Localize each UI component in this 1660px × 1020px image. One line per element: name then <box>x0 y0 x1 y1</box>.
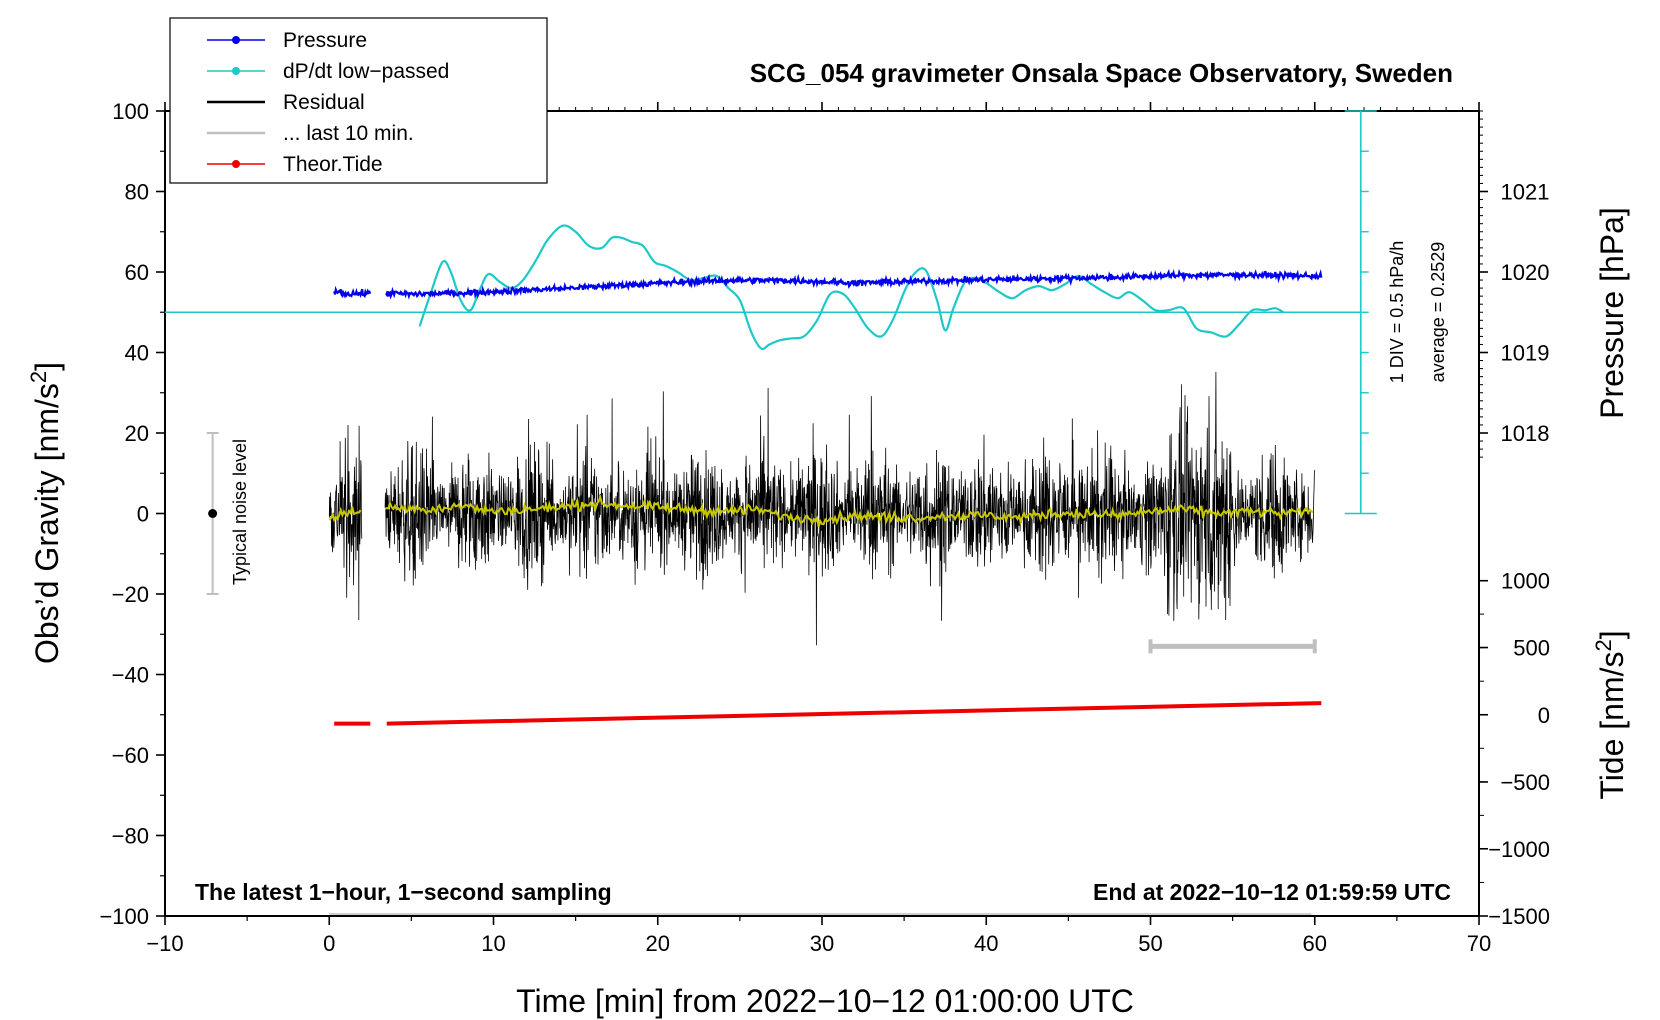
legend-box <box>169 17 548 184</box>
y-tick-label: −100 <box>99 904 149 929</box>
y-tick-label: −80 <box>112 824 149 849</box>
y-tick-label: 60 <box>125 260 149 285</box>
legend-label: dP/dt low−passed <box>283 60 449 83</box>
x-tick-label: 50 <box>1138 931 1162 956</box>
y-tick-label: 20 <box>125 421 149 446</box>
pressure-tick-label: 1020 <box>1501 260 1550 285</box>
x-tick-label: 40 <box>974 931 998 956</box>
tide-tick-label: −500 <box>1500 770 1550 795</box>
x-axis-title: Time [min] from 2022−10−12 01:00:00 UTC <box>516 983 1134 1019</box>
y-axis-title-tide: Tide [nm/s2] <box>1591 630 1631 799</box>
y-tick-label: 80 <box>125 180 149 205</box>
y-tick-label: 0 <box>137 502 149 527</box>
legend-item: Residual <box>207 91 365 114</box>
legend-item: Theor.Tide <box>207 153 383 176</box>
x-tick-label: 10 <box>481 931 505 956</box>
x-tick-label: −10 <box>146 931 183 956</box>
legend-label: Residual <box>283 91 365 114</box>
legend-swatch-dot <box>232 67 240 75</box>
decor-layer <box>206 110 1377 654</box>
x-tick-label: 30 <box>810 931 834 956</box>
legend-item: Pressure <box>207 29 367 52</box>
y-tick-label: −60 <box>112 743 149 768</box>
chart-title: SCG_054 gravimeter Onsala Space Observat… <box>750 58 1453 88</box>
y-tick-label: 40 <box>125 341 149 366</box>
y-tick-label: 100 <box>112 99 149 124</box>
legend-label: Pressure <box>283 29 367 52</box>
dpdt-average-label: average = 0.2529 <box>1428 242 1448 383</box>
y-axis-title-left: Obs’d Gravity [nm/s2] <box>26 362 66 664</box>
legend-items: Pressure dP/dt low−passed Residual ... last… <box>207 29 449 176</box>
dpdt-div-label: 1 DIV = 0.5 hPa/h <box>1387 241 1407 384</box>
pressure-tick-label: 1018 <box>1501 421 1550 446</box>
legend-item: ... last 10 min. <box>207 122 414 145</box>
axes-ticks: −10 0 10 20 30 40 50 60 70−100−80−60−40−20020406… <box>99 99 1550 956</box>
series-dpdt <box>418 224 1285 351</box>
series-tide <box>386 701 1322 726</box>
noise-level-dot <box>208 509 218 518</box>
x-tick-label: 70 <box>1467 931 1491 956</box>
y-tick-label: −20 <box>112 582 149 607</box>
tide-tick-label: 500 <box>1513 636 1550 661</box>
tide-tick-label: −1000 <box>1488 837 1550 862</box>
x-tick-label: 60 <box>1303 931 1327 956</box>
series-layer <box>165 224 1361 915</box>
legend: Pressure dP/dt low−passed Residual ... last… <box>169 17 548 184</box>
y-axis-title-pressure: Pressure [hPa] <box>1594 207 1630 419</box>
legend-item: dP/dt low−passed <box>207 60 449 83</box>
pressure-tick-label: 1019 <box>1501 341 1550 366</box>
tide-tick-label: −1500 <box>1488 904 1550 929</box>
x-tick-label: 0 <box>323 931 335 956</box>
series-residual-smoothed <box>328 494 1314 528</box>
series-pressure <box>333 268 1323 300</box>
pressure-tick-label: 1021 <box>1501 180 1550 205</box>
tide-tick-label: 1000 <box>1501 569 1550 594</box>
x-tick-label: 20 <box>646 931 670 956</box>
tide-tick-label: 0 <box>1538 703 1550 728</box>
legend-swatch-dot <box>232 36 240 44</box>
legend-label: Theor.Tide <box>283 153 383 176</box>
annotation-bottom-left: The latest 1−hour, 1−second sampling <box>195 879 612 905</box>
legend-swatch-dot <box>232 160 240 168</box>
legend-label: ... last 10 min. <box>283 122 414 145</box>
y-tick-label: −40 <box>112 663 149 688</box>
noise-level-label: Typical noise level <box>230 439 250 585</box>
annotation-bottom-right: End at 2022−10−12 01:59:59 UTC <box>1093 879 1451 905</box>
series-residual <box>328 371 1315 646</box>
